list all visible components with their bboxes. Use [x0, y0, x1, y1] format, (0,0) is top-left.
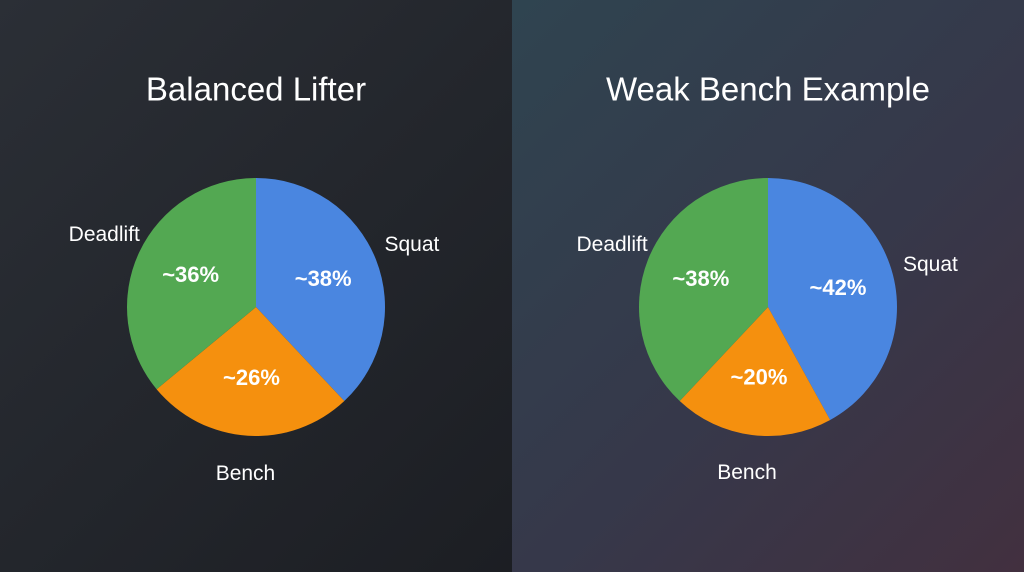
- value-label: ~42%: [810, 275, 867, 300]
- category-label: Squat: [384, 233, 439, 256]
- value-label: ~26%: [223, 365, 280, 390]
- chart-title: Weak Bench Example: [606, 71, 930, 108]
- chart-title: Balanced Lifter: [146, 71, 366, 108]
- category-label: Deadlift: [69, 223, 140, 246]
- category-label: Bench: [717, 461, 777, 484]
- value-label: ~38%: [295, 266, 352, 291]
- chart-panel: Balanced Lifter ~38% Squat ~26% Bench ~36% De…: [0, 0, 512, 572]
- pie-slice: [768, 178, 897, 421]
- category-label: Bench: [216, 462, 276, 485]
- value-label: ~20%: [731, 364, 788, 389]
- pie-slice: [126, 178, 256, 390]
- chart-panel: Weak Bench Example ~42% Squat ~20% Bench ~38…: [512, 0, 1024, 572]
- pie-slice: [256, 178, 386, 402]
- pie-slice: [679, 307, 831, 436]
- value-label: ~36%: [162, 262, 219, 287]
- value-label: ~38%: [672, 266, 729, 291]
- category-label: Deadlift: [576, 233, 647, 256]
- pie-slice: [156, 307, 345, 436]
- pie-slice: [639, 178, 768, 402]
- category-label: Squat: [903, 253, 958, 276]
